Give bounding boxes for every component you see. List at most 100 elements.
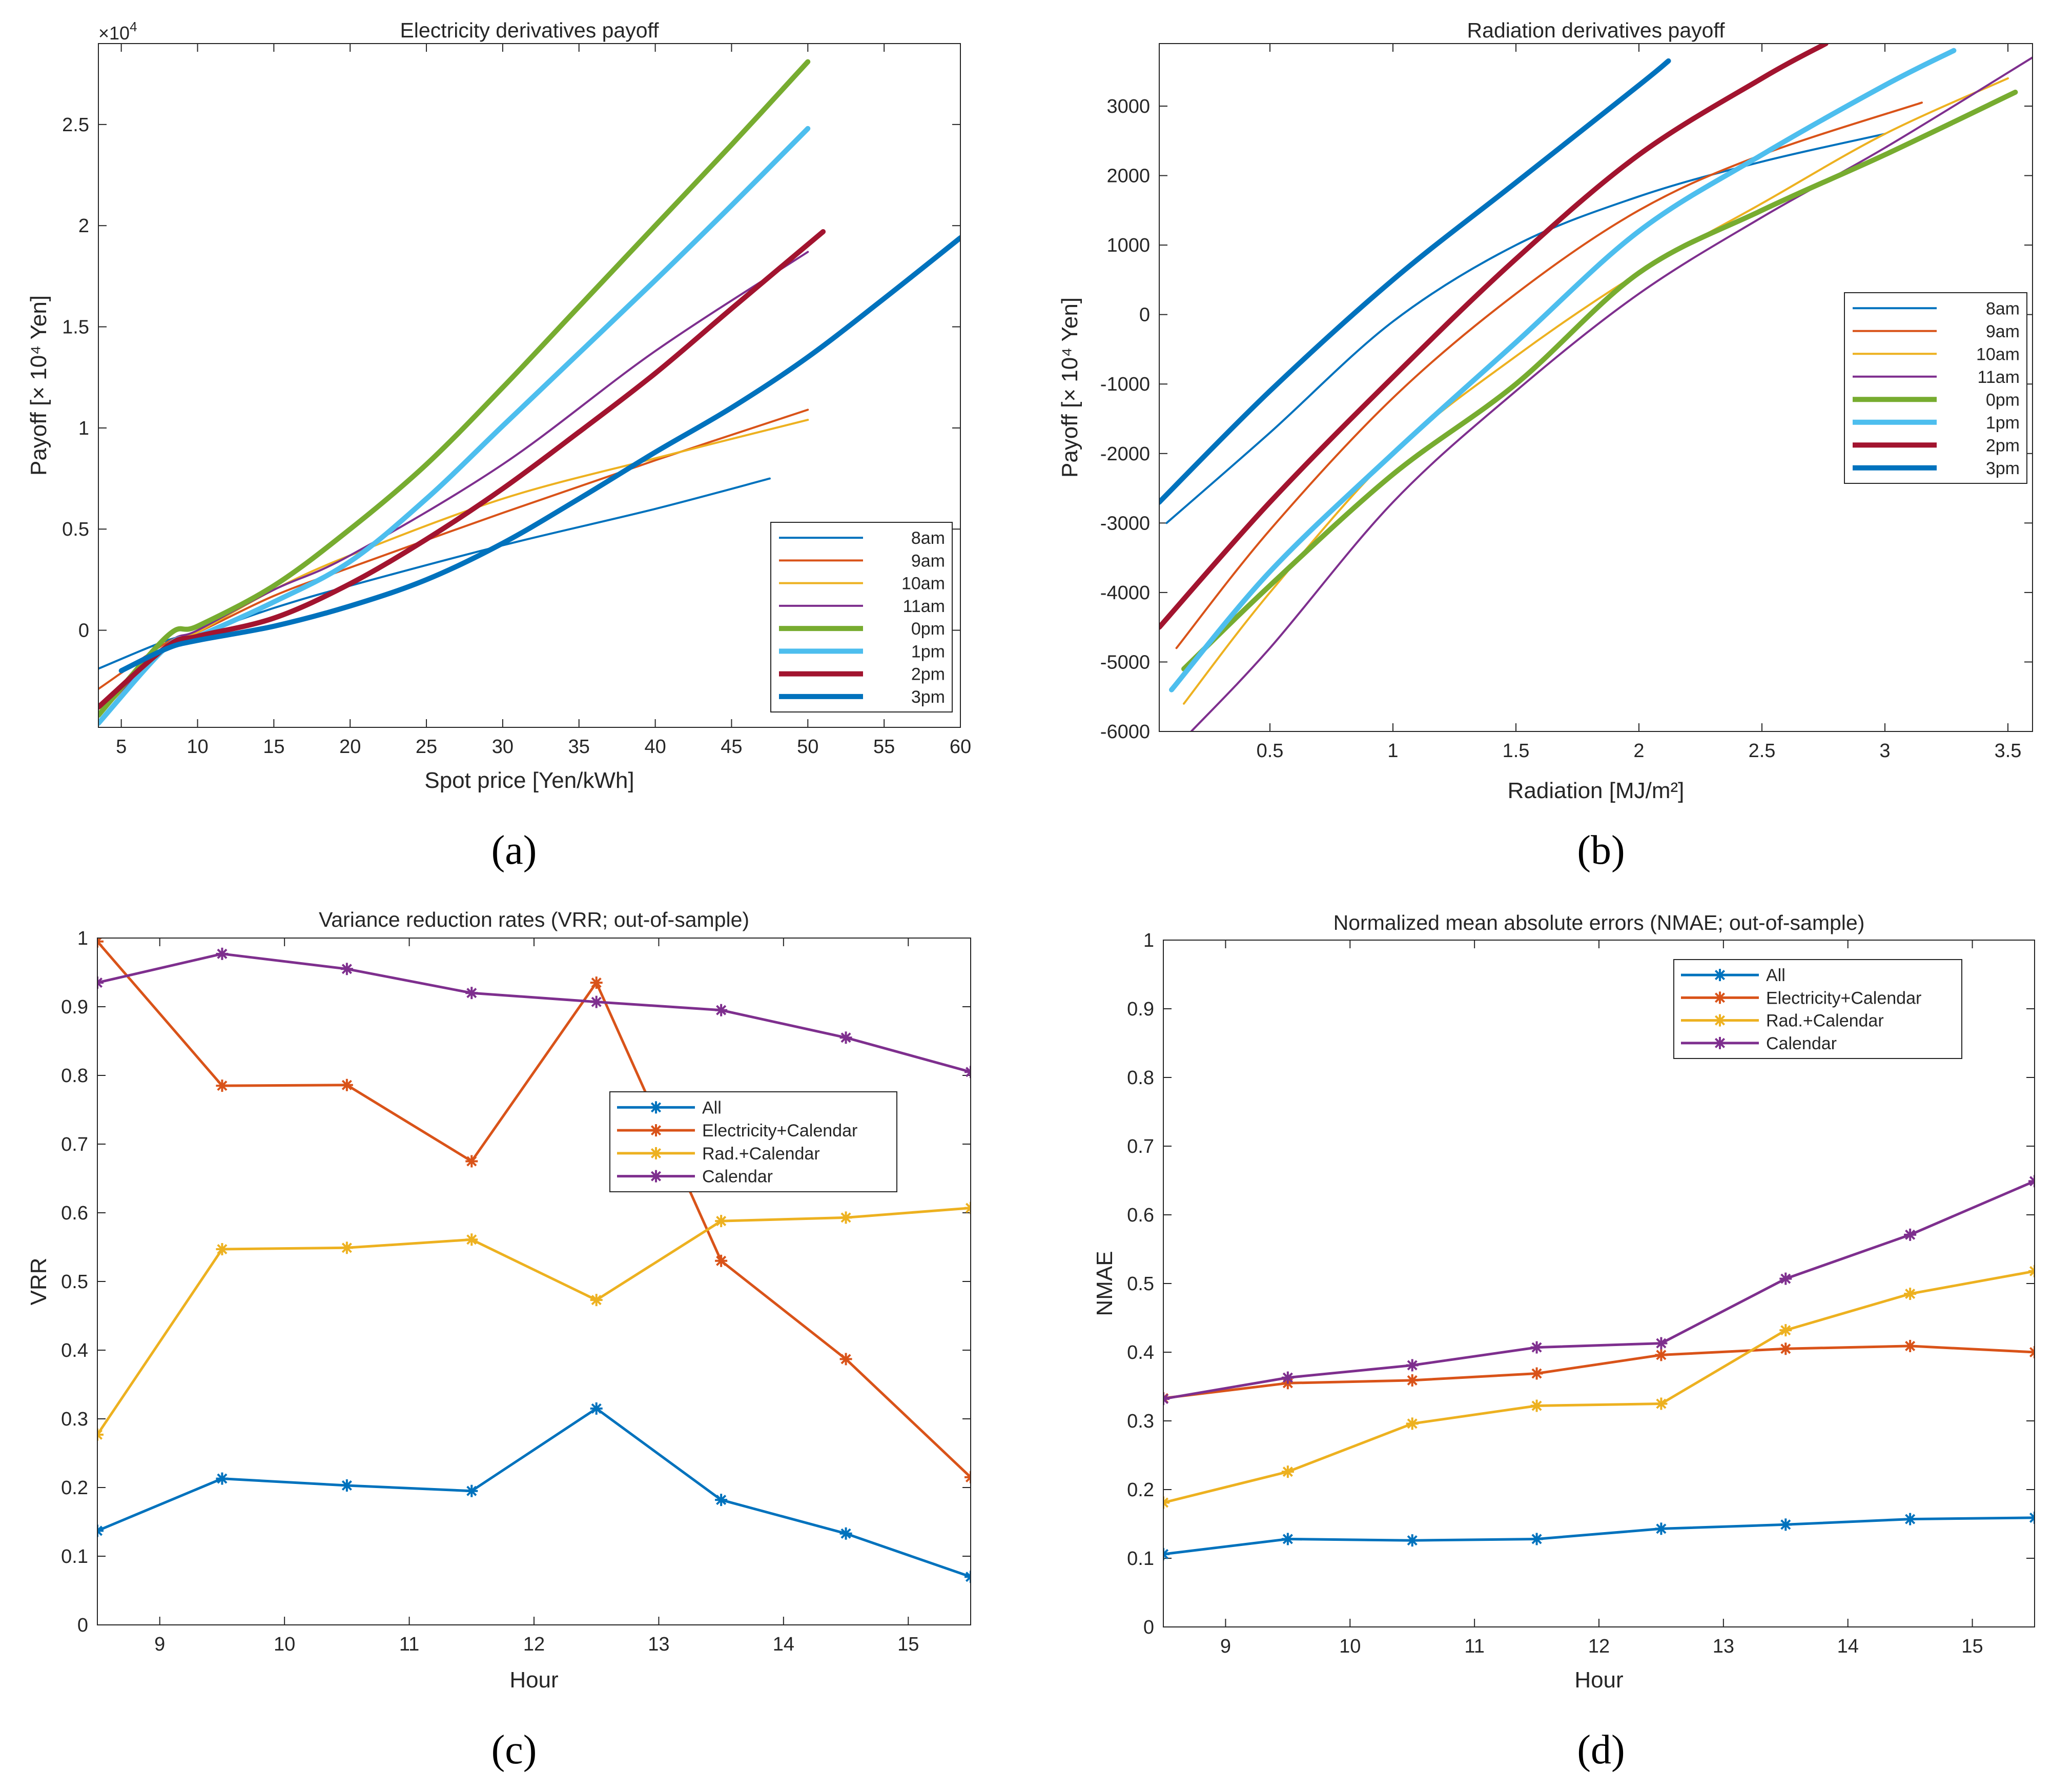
series-calendar-point [216, 947, 229, 960]
y-tick-label: 0.5 [62, 519, 89, 540]
series-3pm-line [118, 235, 960, 674]
legend-8am-label: 8am [911, 528, 945, 548]
legend-11am-label: 11am [902, 597, 945, 616]
x-axis-label: Spot price [Yen/kWh] [424, 768, 634, 793]
series-all-point [1406, 1534, 1419, 1547]
series-group [1159, 44, 2033, 731]
series-calendar-point [590, 995, 603, 1008]
chart-title: Electricity derivatives payoff [400, 18, 659, 42]
series-all-point [340, 1479, 353, 1492]
y-tick-label: 0.4 [61, 1340, 88, 1361]
y-tick-label: 2 [78, 215, 89, 237]
x-tick-label: 50 [797, 736, 818, 758]
series-calendar-line [1163, 1180, 2035, 1400]
series-calendar-point [1281, 1371, 1294, 1384]
panel-nmae: Normalized mean absolute errors (NMAE; o… [1092, 911, 2035, 1773]
series-rad-calendar-point [1281, 1465, 1294, 1478]
y-tick-label: 0.8 [61, 1065, 88, 1087]
legend-all-label: All [702, 1098, 722, 1117]
y-tick-label: -2000 [1100, 443, 1150, 465]
legend-3pm-label: 3pm [911, 687, 945, 707]
y-tick-label: 2.5 [62, 114, 89, 136]
series-all-point [1163, 1547, 1169, 1560]
series-2pm-line [98, 229, 826, 710]
series-0pm-line [1181, 89, 2018, 671]
series-calendar-point [465, 987, 478, 1000]
series-all-point [97, 1524, 104, 1537]
legend: All Electricity+Calendar Rad.+Calendar Cale… [609, 1091, 897, 1192]
plot-frame-top [1159, 43, 2033, 732]
x-axis-label: Hour [509, 1667, 558, 1693]
y-axis-label: VRR [26, 1258, 51, 1306]
x-tick-label: 45 [721, 736, 742, 758]
y-tick-label: 1 [1143, 930, 1154, 951]
legend-rad-calendar-label: Rad.+Calendar [1766, 1011, 1884, 1031]
legend-0pm-label: 0pm [1986, 390, 2020, 410]
x-tick-label: 20 [339, 736, 361, 758]
x-axis-label: Radiation [MJ/m²] [1508, 778, 1685, 803]
panel-electricity-payoff: Electricity derivatives payoff Spot pric… [26, 18, 971, 873]
legend-10am-label: 10am [901, 574, 945, 594]
x-tick-label: 10 [1339, 1636, 1361, 1657]
y-tick-label: 0.2 [61, 1477, 88, 1499]
y-tick-label: 0 [77, 1615, 88, 1636]
series-rad-calendar-point [340, 1241, 353, 1254]
series-all-point [1655, 1522, 1668, 1535]
series-all-point [465, 1484, 478, 1497]
y-tick-label: -3000 [1100, 513, 1150, 534]
series-group [98, 59, 960, 726]
y-ticks: 0 0.1 0.2 0.3 0.4 0.5 0.6 0.7 0.8 0.9 1 [1127, 930, 2035, 1638]
x-tick-label: 15 [897, 1634, 919, 1655]
x-tick-label: 25 [416, 736, 437, 758]
legend: 8am 9am 10am 11am 0pm 1pm 2pm 3pm [770, 522, 953, 712]
x-ticks: 5 10 15 20 25 30 35 40 45 50 55 60 [116, 44, 971, 758]
series-rad-calendar-point [1779, 1324, 1792, 1337]
y-tick-label: 1 [78, 418, 89, 439]
panel-caption: (a) [491, 828, 537, 873]
y-tick-label: 0.1 [61, 1546, 88, 1567]
x-tick-label: 0.5 [1257, 740, 1284, 762]
series-electricity-calendar-point [340, 1078, 353, 1091]
legend-1pm-label: 1pm [1986, 413, 2020, 433]
series-calendar-point [1163, 1393, 1169, 1406]
series-8am-line [1165, 133, 1886, 524]
legend-electricity-calendar-marker [650, 1124, 662, 1137]
x-ticks: 9 10 11 12 13 14 15 [1220, 940, 1983, 1657]
legend-9am-label: 9am [1986, 322, 2020, 341]
x-tick-label: 9 [1220, 1636, 1231, 1657]
legend-8am-label: 8am [1986, 299, 2020, 318]
y-tick-label: 0.9 [61, 996, 88, 1018]
series-1pm-line [1169, 48, 1957, 693]
y-tick-label: 0.9 [1127, 999, 1154, 1020]
y-ticks: 0 0.1 0.2 0.3 0.4 0.5 0.6 0.7 0.8 0.9 1 [61, 928, 971, 1636]
series-electricity-calendar-point [839, 1353, 852, 1366]
legend-calendar-label: Calendar [702, 1167, 773, 1187]
series-group [1163, 1175, 2035, 1560]
y-tick-label: -4000 [1100, 582, 1150, 604]
series-all-point [2028, 1511, 2035, 1524]
exponent-power: 4 [130, 19, 137, 34]
series-calendar-point [1904, 1228, 1917, 1241]
series-rad-calendar-point [715, 1215, 728, 1228]
x-ticks: 0.5 1 1.5 2 2.5 3 3.5 [1257, 44, 2021, 762]
series-calendar-point [1530, 1341, 1543, 1354]
series-electricity-calendar-line [97, 941, 971, 1478]
y-tick-label: 0.1 [1127, 1548, 1154, 1570]
chart-title: Normalized mean absolute errors (NMAE; o… [1333, 911, 1865, 934]
x-tick-label: 3 [1879, 740, 1890, 762]
y-tick-label: 0.2 [1127, 1479, 1154, 1501]
y-tick-label: -1000 [1100, 374, 1150, 395]
x-tick-label: 5 [116, 736, 127, 758]
series-all-point [1779, 1518, 1792, 1531]
x-tick-label: 13 [648, 1634, 669, 1655]
y-tick-label: 1000 [1106, 235, 1150, 256]
series-electricity-calendar-point [216, 1080, 229, 1092]
series-3pm-line [1159, 58, 1671, 505]
x-tick-label: 12 [1588, 1636, 1610, 1657]
x-tick-label: 60 [950, 736, 971, 758]
series-rad-calendar-point [965, 1202, 971, 1214]
series-all-point [590, 1402, 603, 1415]
series-rad-calendar-point [216, 1243, 229, 1256]
legend-3pm-label: 3pm [1986, 459, 2020, 478]
legend-2pm-label: 2pm [1986, 436, 2020, 455]
